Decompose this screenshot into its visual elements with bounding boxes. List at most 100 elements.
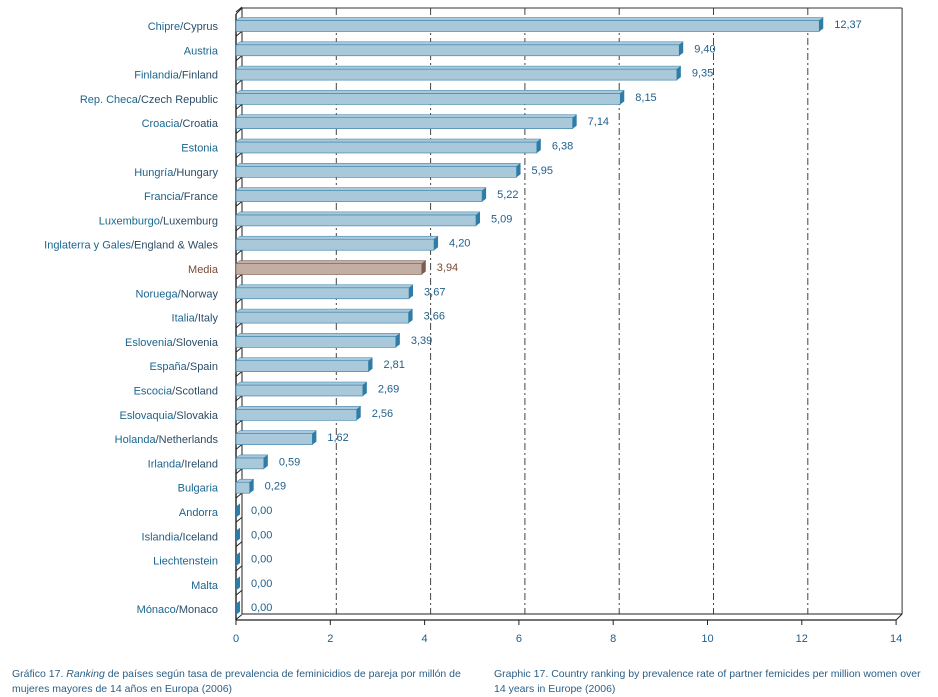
bar-top bbox=[235, 381, 368, 386]
category-label-es: Eslovaquia bbox=[120, 410, 175, 422]
bar-side bbox=[236, 503, 240, 518]
value-label: 0,29 bbox=[265, 481, 286, 493]
category-label-en: Estonia bbox=[181, 143, 219, 155]
bar-side bbox=[409, 284, 414, 299]
bar bbox=[235, 406, 362, 421]
x-axis-corner bbox=[895, 613, 903, 621]
bar bbox=[236, 527, 240, 542]
bar-side bbox=[572, 114, 577, 129]
caption-es-italic: Ranking bbox=[66, 668, 105, 680]
value-label: 9,35 bbox=[692, 68, 713, 80]
y-axis-corner bbox=[235, 7, 243, 15]
bar-front bbox=[235, 93, 621, 105]
bar-front bbox=[235, 141, 538, 154]
bar-side bbox=[236, 527, 240, 542]
value-label: 8,15 bbox=[635, 92, 656, 104]
bar-top bbox=[235, 260, 427, 264]
value-label: 12,37 bbox=[834, 19, 862, 31]
bar-front bbox=[235, 263, 423, 275]
bar-side bbox=[236, 600, 240, 615]
bar-top bbox=[235, 114, 578, 118]
grid-lines bbox=[335, 8, 809, 614]
bar-top bbox=[235, 406, 362, 410]
bar-side bbox=[819, 17, 824, 32]
bar-side bbox=[676, 66, 681, 81]
category-label-en: /Spain bbox=[187, 361, 218, 373]
category-label: Noruega/Norway bbox=[135, 288, 218, 300]
category-label-es: Escocia bbox=[134, 386, 173, 398]
category-label-en: /Netherlands bbox=[156, 434, 219, 446]
category-label-es: Noruega bbox=[135, 288, 178, 300]
bar bbox=[235, 478, 255, 494]
category-label-en: /Slovakia bbox=[173, 410, 219, 422]
value-label: 5,95 bbox=[532, 165, 553, 177]
category-label-es: Italia bbox=[172, 313, 196, 325]
bar bbox=[235, 357, 374, 373]
x-tick-label: 10 bbox=[701, 633, 713, 645]
category-label-en: /Slovenia bbox=[173, 337, 219, 349]
category-label: Rep. Checa/Czech Republic bbox=[80, 94, 219, 106]
bar-front bbox=[235, 408, 358, 421]
value-label: 2,81 bbox=[383, 359, 404, 371]
bar bbox=[235, 284, 414, 300]
row-tick bbox=[235, 468, 243, 475]
category-label-en: /Hungary bbox=[173, 167, 218, 179]
value-label: 0,59 bbox=[279, 456, 300, 468]
bar-side bbox=[482, 187, 487, 202]
category-label-es: Rep. Checa bbox=[80, 94, 139, 106]
row-tick bbox=[235, 79, 243, 86]
caption-es-prefix: Gráfico 17. bbox=[12, 668, 67, 680]
x-tick-label: 4 bbox=[422, 633, 428, 645]
category-label: Irlanda/Ireland bbox=[148, 458, 218, 470]
row-tick bbox=[235, 152, 243, 159]
value-label: 0,00 bbox=[251, 554, 272, 566]
value-label: 3,94 bbox=[437, 262, 458, 274]
category-label: Escocia/Scotland bbox=[134, 386, 218, 398]
bar bbox=[236, 503, 240, 518]
bar-front bbox=[235, 384, 364, 397]
row-tick bbox=[235, 201, 243, 207]
x-tick-labels: 0 2 4 6 8 10 12 14 bbox=[233, 633, 902, 645]
bar-chart: Chipre/Cyprus Austria Finlandia/Finland Rep… bbox=[44, 6, 903, 645]
value-label: 5,09 bbox=[491, 213, 512, 225]
category-label: Hungría/Hungary bbox=[134, 167, 218, 179]
bar-side bbox=[236, 552, 240, 567]
row-tick bbox=[235, 444, 243, 450]
value-label: 4,20 bbox=[449, 238, 470, 250]
bar-front bbox=[235, 287, 410, 300]
row-tick bbox=[235, 6, 243, 13]
bar bbox=[235, 235, 439, 251]
bar-front bbox=[235, 214, 477, 227]
category-label-en: /France bbox=[181, 191, 218, 203]
bar-top bbox=[235, 138, 542, 143]
category-label-es: Luxemburgo bbox=[99, 215, 160, 227]
category-label: Bulgaria bbox=[178, 483, 219, 495]
row-tick bbox=[235, 128, 243, 134]
bar-side bbox=[395, 333, 400, 348]
category-label: España/Spain bbox=[149, 361, 218, 373]
row-tick bbox=[235, 55, 243, 61]
category-label-es: Inglaterra y Gales bbox=[44, 240, 131, 252]
caption-english: Graphic 17. Country ranking by prevalenc… bbox=[494, 668, 921, 695]
bar-top bbox=[235, 454, 269, 459]
value-label: 9,40 bbox=[694, 43, 715, 55]
bar-side bbox=[236, 576, 240, 591]
category-label-es: Media bbox=[188, 264, 219, 276]
bar-front bbox=[235, 311, 409, 324]
bar-top bbox=[235, 333, 401, 337]
bar bbox=[235, 114, 578, 129]
row-tick bbox=[235, 395, 243, 402]
row-tick bbox=[235, 541, 243, 547]
x-tick-label: 12 bbox=[796, 633, 808, 645]
category-label-en: Liechtenstein bbox=[153, 556, 218, 568]
value-labels: 12,37 9,40 9,35 8,15 7,14 6,38 5,95 5,22 5,09 4,2… bbox=[251, 19, 862, 614]
bar-side bbox=[536, 139, 541, 153]
bar-top bbox=[235, 90, 626, 94]
category-label-en: Malta bbox=[191, 580, 219, 592]
row-tick bbox=[235, 565, 243, 572]
bar bbox=[235, 187, 487, 202]
category-label-es: Finlandia bbox=[134, 70, 180, 82]
bar-side bbox=[516, 163, 521, 178]
category-label-en: /Luxemburg bbox=[160, 215, 218, 227]
row-tick bbox=[235, 492, 243, 499]
